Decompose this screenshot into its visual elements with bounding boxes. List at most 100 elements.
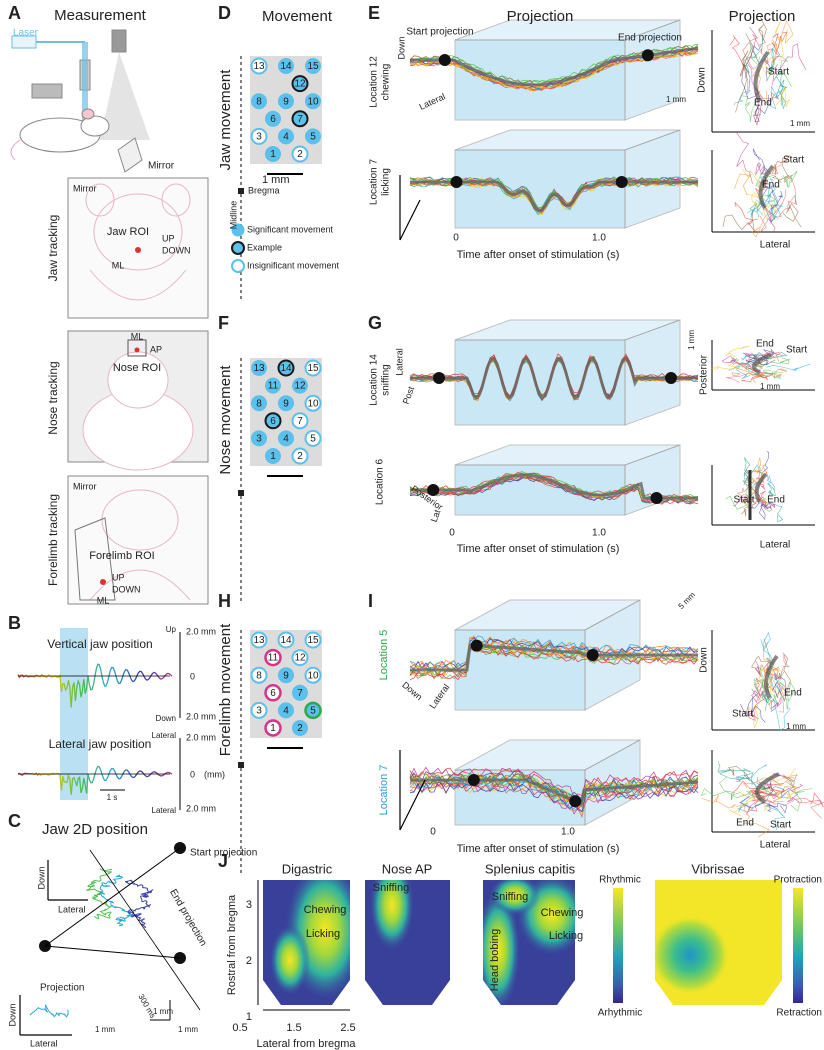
label: Start: [732, 709, 753, 720]
label: 0: [430, 827, 436, 838]
site-label: 2: [297, 723, 303, 734]
label: 2.0 mm: [186, 626, 216, 636]
trial-trace: [771, 696, 782, 713]
label: Start: [786, 345, 807, 356]
label: Forelimb ROI: [89, 550, 154, 562]
label: Location 6: [375, 458, 386, 505]
hotspot: [370, 880, 414, 950]
hotspot: [655, 915, 730, 995]
trial-trace: [771, 155, 791, 175]
bregma-marker: [238, 490, 244, 496]
label: 1 mm: [666, 95, 686, 104]
site: [291, 412, 309, 430]
trial-trace: [782, 170, 798, 189]
trial-trace: [769, 787, 792, 802]
site: [251, 395, 267, 412]
x-tick-label: 0.5: [232, 1022, 247, 1034]
label: End: [762, 180, 780, 191]
map-annotation: Sniffing: [373, 882, 410, 894]
trial-trace: [409, 775, 699, 805]
label: AP: [150, 344, 162, 354]
label: 1 mm: [790, 119, 810, 128]
trial-trace: [759, 189, 787, 233]
trial-trace: [755, 661, 763, 678]
label: End: [767, 495, 785, 506]
label: Down: [697, 67, 708, 93]
label: Lat: [429, 508, 443, 524]
trial-trace: [729, 357, 746, 367]
site-label: 10: [307, 670, 319, 681]
trial-trace: [728, 798, 778, 817]
trial-trace: [748, 704, 759, 722]
trial-trace: [774, 368, 788, 377]
site-label: 7: [297, 114, 303, 125]
trial-trace: [711, 363, 740, 370]
trial-trace: [761, 499, 776, 510]
map-annotation: Chewing: [304, 904, 347, 916]
trial-trace: [760, 47, 770, 65]
site-label: 5: [310, 434, 316, 445]
site-label: 8: [256, 670, 262, 681]
label: Mirror: [148, 161, 175, 172]
vertical-trace: [17, 663, 173, 708]
map-annotation: Sniffing: [492, 891, 529, 903]
mean-trace: [753, 50, 770, 102]
x-tick-label: 1.5: [286, 1022, 301, 1034]
site: [304, 394, 322, 412]
label: Nose tracking: [46, 361, 60, 434]
label: Jaw tracking: [46, 215, 60, 282]
marker: [470, 639, 483, 652]
site-label: 3: [256, 706, 262, 717]
trial-trace: [771, 185, 783, 207]
label: Rhythmic: [599, 875, 641, 886]
label: Lateral: [760, 540, 791, 551]
label: Lateral jaw position: [49, 737, 152, 751]
marker: [641, 49, 654, 62]
trial-trace: [741, 63, 761, 100]
trial-trace: [409, 776, 699, 805]
legend-swatch: [231, 241, 245, 255]
site-label: 15: [307, 363, 319, 374]
trial-trace: [768, 503, 784, 523]
trial-trace: [782, 203, 802, 228]
label: 2.0 mm: [186, 803, 216, 813]
hotspot: [270, 925, 310, 995]
site-label: 8: [256, 398, 262, 409]
label: Start: [770, 820, 791, 831]
trial-trace: [725, 488, 750, 510]
label: 1 s: [107, 793, 118, 802]
label: 1 mm: [95, 1025, 115, 1034]
trial-trace: [409, 476, 699, 503]
site-label: 13: [253, 61, 265, 72]
trial-trace: [701, 794, 736, 809]
colorbar: [613, 888, 623, 1003]
label: 1 mm: [153, 1007, 173, 1016]
site-label: 6: [270, 416, 276, 427]
trial-trace: [751, 678, 765, 702]
site-label: 3: [256, 132, 262, 143]
jaw-trajectory: [99, 874, 134, 927]
trial-trace: [409, 766, 699, 799]
trial-trace: [777, 786, 797, 801]
trial-trace: [766, 474, 775, 497]
label: Forelimb movement: [217, 623, 234, 756]
stim-box: [624, 319, 681, 426]
site: [264, 648, 282, 667]
trial-trace: [743, 777, 795, 789]
trial-trace: [770, 654, 790, 691]
marker: [427, 484, 440, 496]
trial-trace: [741, 375, 768, 383]
label: Location 7: [369, 158, 380, 205]
trial-trace: [776, 85, 791, 108]
label: Lateral from bregma: [256, 1038, 356, 1050]
label: Start: [783, 155, 804, 166]
label: Nose movement: [217, 365, 234, 475]
label: DOWN: [162, 245, 191, 255]
site: [304, 666, 322, 684]
trial-trace: [771, 203, 782, 220]
site: [304, 429, 322, 447]
site-label: 8: [256, 96, 262, 107]
trial-trace: [728, 365, 751, 379]
trial-trace: [777, 19, 794, 49]
label: Start: [733, 495, 754, 506]
